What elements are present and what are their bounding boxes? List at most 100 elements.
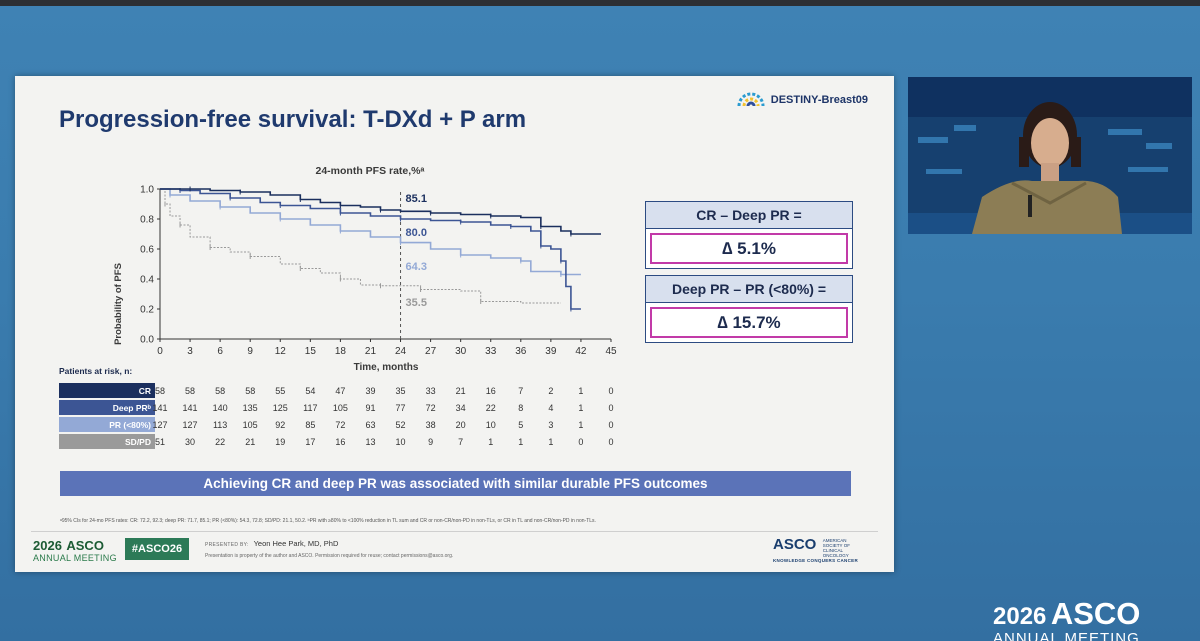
x-tick-label: 39 (545, 346, 557, 357)
x-tick-label: 42 (575, 346, 587, 357)
risk-cell: 77 (396, 403, 406, 413)
risk-cell: 5 (518, 420, 523, 430)
risk-cell: 92 (275, 420, 285, 430)
risk-cell: 72 (335, 420, 345, 430)
risk-cell: 39 (365, 386, 375, 396)
risk-cell: 10 (396, 437, 406, 447)
risk-cell: 55 (275, 386, 285, 396)
risk-cell: 16 (335, 437, 345, 447)
property-note: Presentation is property of the author a… (205, 553, 454, 559)
presenter-name: Yeon Hee Park, MD, PhD (253, 539, 339, 548)
y-tick-label: 0.0 (140, 335, 154, 346)
risk-cell: 4 (548, 403, 553, 413)
risk-cell: 47 (335, 386, 345, 396)
risk-cell: 141 (183, 403, 198, 413)
risk-row-label: SD/PD (125, 437, 151, 447)
risk-cell: 141 (152, 403, 167, 413)
risk-cell: 140 (213, 403, 228, 413)
asco-tagline: KNOWLEDGE CONQUERS CANCER (773, 558, 859, 563)
risk-cell: 1 (578, 420, 583, 430)
risk-cell: 63 (365, 420, 375, 430)
asco-meeting-logo: 2026 ASCO ANNUAL MEETING (33, 538, 117, 563)
x-tick-label: 45 (605, 346, 617, 357)
risk-cell: 1 (518, 437, 523, 447)
chart-annotations: 85.1 80.0 64.3 35.5 (406, 193, 427, 309)
risk-cell: 0 (608, 437, 613, 447)
risk-cell: 58 (215, 386, 225, 396)
risk-cell: 2 (548, 386, 553, 396)
risk-cell: 127 (152, 420, 167, 430)
x-tick-label: 15 (305, 346, 317, 357)
risk-row-label-box (59, 434, 155, 449)
asco-society-name: AMERICAN SOCIETY OF CLINICAL ONCOLOGY (822, 538, 850, 558)
asco-society-logo: ASCO AMERICAN SOCIETY OF CLINICAL ONCOLO… (773, 536, 865, 563)
conclusion-banner: Achieving CR and deep PR was associated … (60, 471, 851, 496)
delta-label: CR – Deep PR = (646, 202, 852, 229)
risk-cell: 33 (426, 386, 436, 396)
risk-cell: 7 (458, 437, 463, 447)
broadcast-asco-logo: 2026 ASCO ANNUAL MEETING (993, 598, 1140, 641)
destiny-logo-text: DESTINY-Breast09 (770, 94, 868, 106)
x-tick-label: 3 (187, 346, 193, 357)
risk-cell: 58 (155, 386, 165, 396)
risk-cell: 54 (305, 386, 315, 396)
risk-cell: 13 (365, 437, 375, 447)
pfs-chart: 24-month PFS rate,%ᵃ Probability of PFS … (59, 165, 617, 449)
x-tick-label: 21 (365, 346, 377, 357)
broadcast-year: 2026 (993, 603, 1047, 630)
risk-cell: 0 (608, 403, 613, 413)
risk-cell: 38 (426, 420, 436, 430)
logo-year: 2026 (33, 538, 62, 553)
x-axis-label: Time, months (354, 362, 419, 373)
risk-table: Patients at risk, n: CR 58 58 58 58 55 54 47 39 3… (59, 366, 614, 449)
y-tick-label: 1.0 (140, 185, 154, 196)
footnote: ᵃ95% CIs for 24-mo PFS rates: CR: 72.2, … (60, 518, 596, 524)
delta-label: Deep PR – PR (<80%) = (646, 276, 852, 303)
rate-label-3: 35.5 (406, 297, 427, 309)
risk-row-label-box (59, 400, 155, 415)
risk-cell: 125 (273, 403, 288, 413)
hashtag-badge: #ASCO26 (125, 538, 189, 560)
x-tick-label: 36 (515, 346, 527, 357)
risk-cell: 117 (303, 403, 317, 413)
risk-row-label-box (59, 383, 155, 398)
risk-cell: 51 (155, 437, 165, 447)
y-axis-label: Probability of PFS (113, 263, 124, 345)
rate-label-2: 64.3 (406, 261, 427, 273)
risk-cell: 113 (213, 420, 227, 430)
risk-cell: 8 (518, 403, 523, 413)
delta-box-deep-pr-pr: Deep PR – PR (<80%) = ∆ 15.7% (645, 275, 853, 343)
risk-cell: 0 (608, 386, 613, 396)
delta-value: ∆ 15.7% (650, 307, 848, 338)
risk-cell: 58 (185, 386, 195, 396)
presented-by-label: PRESENTED BY: (205, 542, 249, 548)
rate-label-1: 80.0 (406, 227, 427, 239)
risk-cell: 91 (365, 403, 375, 413)
x-tick-label: 30 (455, 346, 467, 357)
risk-table-title: Patients at risk, n: (59, 366, 132, 376)
x-tick-label: 24 (395, 346, 407, 357)
risk-cell: 1 (488, 437, 493, 447)
x-tick-label: 27 (425, 346, 437, 357)
broadcast-asco: ASCO (1050, 596, 1141, 631)
risk-cell: 105 (243, 420, 258, 430)
risk-cell: 72 (426, 403, 436, 413)
risk-cell: 34 (456, 403, 466, 413)
slide-title: Progression-free survival: T-DXd + P arm (59, 106, 527, 133)
risk-cell: 30 (185, 437, 195, 447)
km-curve-pr-80 (160, 188, 581, 276)
destiny-logo: DESTINY-Breast09 (737, 92, 868, 108)
risk-cell: 22 (215, 437, 225, 447)
risk-cell: 105 (333, 403, 348, 413)
footer-divider (31, 531, 878, 532)
x-tick-label: 9 (247, 346, 253, 357)
risk-cell: 10 (486, 420, 496, 430)
risk-cell: 3 (548, 420, 553, 430)
risk-cell: 19 (275, 437, 285, 447)
risk-cell: 1 (578, 403, 583, 413)
asco-logo-text: ASCO (773, 536, 817, 553)
rate-label-0: 85.1 (406, 193, 427, 205)
y-tick-label: 0.4 (140, 275, 154, 286)
risk-cell: 16 (486, 386, 496, 396)
y-tick-label: 0.8 (140, 215, 154, 226)
